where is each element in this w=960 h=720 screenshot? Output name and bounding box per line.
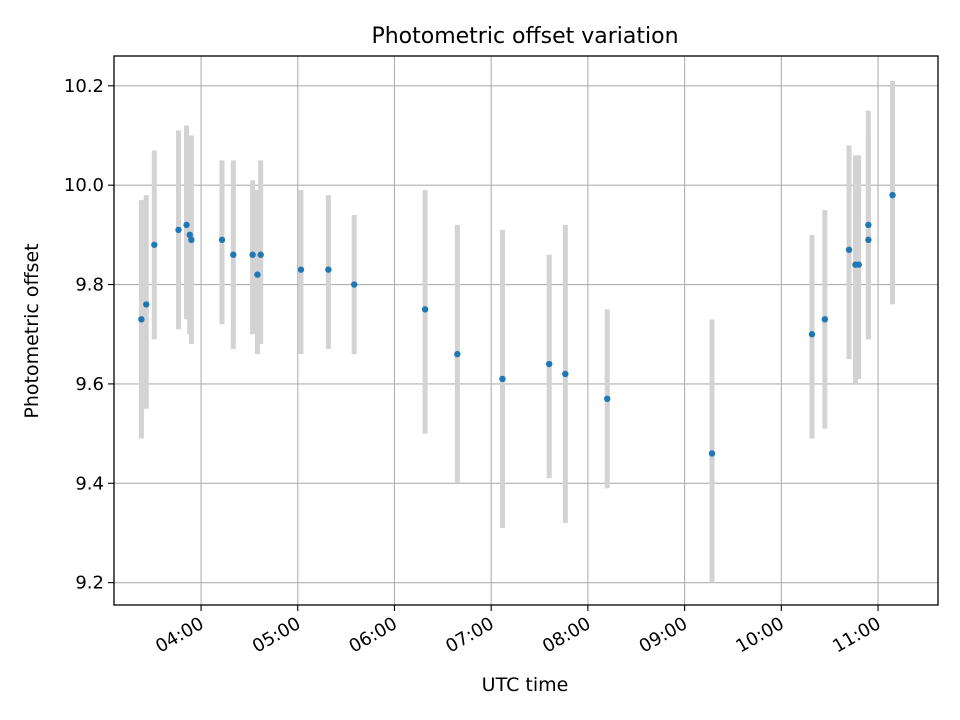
data-point xyxy=(325,266,332,273)
data-point xyxy=(218,236,226,244)
x-tick-label: 10:00 xyxy=(732,613,787,657)
y-axis-label: Photometric offset xyxy=(21,243,43,418)
data-point xyxy=(297,266,305,273)
data-point xyxy=(865,236,872,244)
y-axis-ticks: 9.2 9.4 9.6 9.8 10.0 10.2 xyxy=(64,76,114,594)
x-tick-label: 05:00 xyxy=(249,613,304,657)
plot-frame xyxy=(113,55,939,606)
y-tick-label: 9.2 xyxy=(75,573,104,594)
data-point xyxy=(151,241,158,248)
y-tick-label: 9.6 xyxy=(75,374,104,395)
data-point xyxy=(175,226,182,234)
data-point xyxy=(143,301,150,308)
x-tick-label: 06:00 xyxy=(346,613,401,657)
data-point xyxy=(249,251,256,258)
data-point xyxy=(257,251,264,258)
data-point xyxy=(708,450,716,457)
error-bars xyxy=(138,80,896,583)
x-axis-ticks: 04:00 05:00 06:00 07:00 08:00 09:00 10:00 11:00 xyxy=(152,605,885,657)
data-point xyxy=(454,350,461,358)
data-point xyxy=(855,261,862,268)
data-point xyxy=(183,221,190,229)
data-point xyxy=(865,221,872,229)
x-tick-label: 08:00 xyxy=(539,613,594,657)
x-tick-label: 07:00 xyxy=(442,613,497,657)
x-tick-label: 11:00 xyxy=(829,613,884,657)
data-point xyxy=(845,246,853,253)
data-point xyxy=(186,231,193,239)
x-axis-label: UTC time xyxy=(482,674,569,696)
data-point xyxy=(808,331,816,338)
data-point xyxy=(254,271,261,278)
y-tick-label: 9.4 xyxy=(75,473,104,494)
data-point xyxy=(188,236,195,244)
data-point xyxy=(889,191,896,199)
x-tick-label: 04:00 xyxy=(152,613,207,657)
data-point xyxy=(230,251,237,258)
y-tick-label: 10.0 xyxy=(64,175,104,196)
chart-title: Photometric offset variation xyxy=(371,24,678,49)
data-point xyxy=(499,375,506,383)
data-points xyxy=(138,191,896,457)
data-point xyxy=(604,395,611,403)
data-point xyxy=(350,281,358,288)
x-tick-label: 09:00 xyxy=(636,613,691,657)
data-point xyxy=(138,316,145,323)
y-tick-label: 9.8 xyxy=(75,275,104,296)
data-point xyxy=(421,306,429,313)
data-point xyxy=(562,370,569,378)
y-tick-label: 10.2 xyxy=(64,76,104,97)
data-point xyxy=(546,360,553,368)
data-point xyxy=(821,316,829,323)
